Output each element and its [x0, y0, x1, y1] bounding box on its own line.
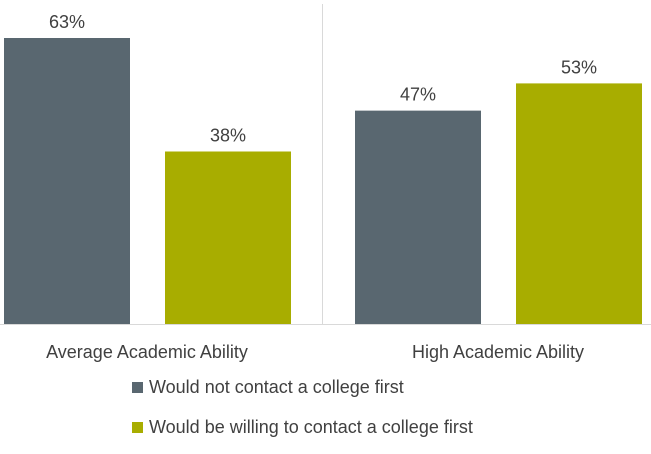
data-label: 47% — [400, 85, 436, 105]
bar-willing-contact-average — [165, 151, 291, 324]
plot-area: 63% 38% Average Academic Ability 47% 53% High… — [0, 4, 651, 362]
data-label: 53% — [561, 57, 597, 77]
legend-swatch — [132, 382, 143, 393]
bar-willing-contact-high — [516, 83, 642, 325]
bar-not-contact-high — [355, 110, 481, 324]
legend-label: Would not contact a college first — [149, 377, 404, 397]
bar-not-contact-average — [4, 38, 130, 324]
data-label: 63% — [49, 12, 85, 32]
x-tick-label: High Academic Ability — [412, 342, 584, 362]
x-tick-label: Average Academic Ability — [46, 342, 248, 362]
legend-label: Would be willing to contact a college fi… — [149, 417, 473, 437]
legend-swatch — [132, 422, 143, 433]
legend: Would not contact a college first Would b… — [132, 377, 473, 437]
data-label: 38% — [210, 125, 246, 145]
